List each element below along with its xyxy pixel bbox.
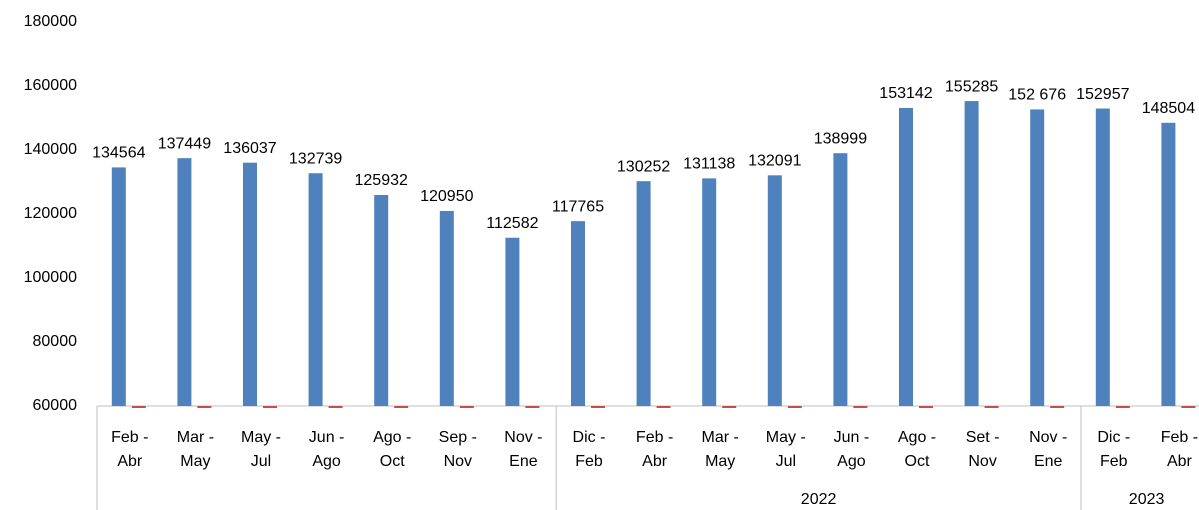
- x-tick-label: Ago -: [373, 429, 411, 446]
- bar: [111, 167, 126, 406]
- y-tick-label: 100000: [24, 269, 77, 286]
- x-tick-label: Set -: [966, 429, 1000, 446]
- bar: [767, 175, 782, 406]
- x-tick-label: Jun -: [834, 429, 870, 446]
- bar: [374, 195, 389, 406]
- bar: [964, 101, 979, 406]
- bar: [571, 221, 585, 406]
- x-tick-label: Oct: [905, 453, 930, 470]
- x-tick-label: Abr: [117, 453, 143, 470]
- x-tick-label: Feb -: [1161, 429, 1198, 446]
- value-label: 131138: [683, 156, 735, 173]
- x-tick-label: May -: [241, 429, 281, 446]
- value-label: 112582: [486, 215, 538, 232]
- y-tick-label: 160000: [24, 77, 77, 94]
- value-label: 148504: [1142, 100, 1195, 117]
- x-tick-label: May -: [766, 429, 806, 446]
- value-label: 120950: [420, 188, 473, 205]
- bar: [702, 178, 717, 406]
- x-tick-label: May: [705, 453, 735, 470]
- x-tick-label: Nov: [444, 453, 472, 470]
- value-label: 125932: [355, 172, 408, 189]
- group-label: 2022: [801, 491, 837, 508]
- bar: [833, 153, 848, 406]
- bar: [1161, 122, 1176, 406]
- value-label: 138999: [814, 130, 867, 147]
- y-tick-label: 80000: [33, 333, 78, 350]
- x-tick-label: Abr: [642, 453, 668, 470]
- x-tick-label: Feb -: [111, 429, 148, 446]
- bar: [636, 181, 651, 406]
- value-label: 155285: [945, 78, 998, 95]
- x-tick-label: Ene: [1034, 453, 1063, 470]
- x-tick-label: Feb: [1100, 453, 1128, 470]
- group-label: 2023: [1129, 491, 1165, 508]
- value-label: 152 676: [1008, 87, 1066, 104]
- value-label: 132091: [748, 153, 801, 170]
- x-tick-label: Nov -: [1029, 429, 1067, 446]
- value-label: 117765: [552, 198, 604, 215]
- x-tick-label: Nov -: [504, 429, 542, 446]
- x-tick-label: Jul: [776, 453, 796, 470]
- x-tick-label: Ago: [837, 453, 866, 470]
- y-tick-label: 140000: [24, 141, 77, 158]
- x-tick-label: Dic -: [573, 429, 606, 446]
- bar: [1030, 109, 1045, 406]
- bar: [439, 210, 454, 406]
- value-label: 130252: [617, 158, 670, 175]
- value-label: 132739: [289, 150, 342, 167]
- y-tick-label: 120000: [24, 205, 77, 222]
- bar: [308, 173, 323, 406]
- x-tick-label: Ago: [312, 453, 341, 470]
- value-label: 152957: [1076, 86, 1129, 103]
- bar: [1095, 108, 1110, 406]
- x-tick-label: Jun -: [309, 429, 345, 446]
- value-label: 136037: [223, 140, 276, 157]
- x-tick-label: Sep -: [439, 429, 477, 446]
- y-tick-label: 60000: [33, 397, 78, 414]
- value-label: 153142: [879, 85, 932, 102]
- y-tick-label: 180000: [24, 13, 77, 30]
- x-tick-label: Feb -: [636, 429, 673, 446]
- x-tick-label: Dic -: [1097, 429, 1130, 446]
- bar: [177, 158, 192, 406]
- x-tick-label: Abr: [1167, 453, 1193, 470]
- x-tick-label: Ago -: [898, 429, 936, 446]
- x-tick-label: Oct: [380, 453, 405, 470]
- value-label: 137449: [158, 135, 211, 152]
- x-tick-label: Mar -: [702, 429, 739, 446]
- x-tick-label: Mar -: [177, 429, 214, 446]
- bar: [505, 237, 520, 406]
- x-tick-label: Nov: [968, 453, 996, 470]
- bar: [899, 107, 913, 406]
- x-tick-label: Jul: [251, 453, 271, 470]
- value-label: 134564: [92, 145, 145, 162]
- bar: [243, 162, 257, 406]
- x-tick-label: Ene: [509, 453, 538, 470]
- x-tick-label: May: [180, 453, 210, 470]
- x-tick-label: Feb: [575, 453, 603, 470]
